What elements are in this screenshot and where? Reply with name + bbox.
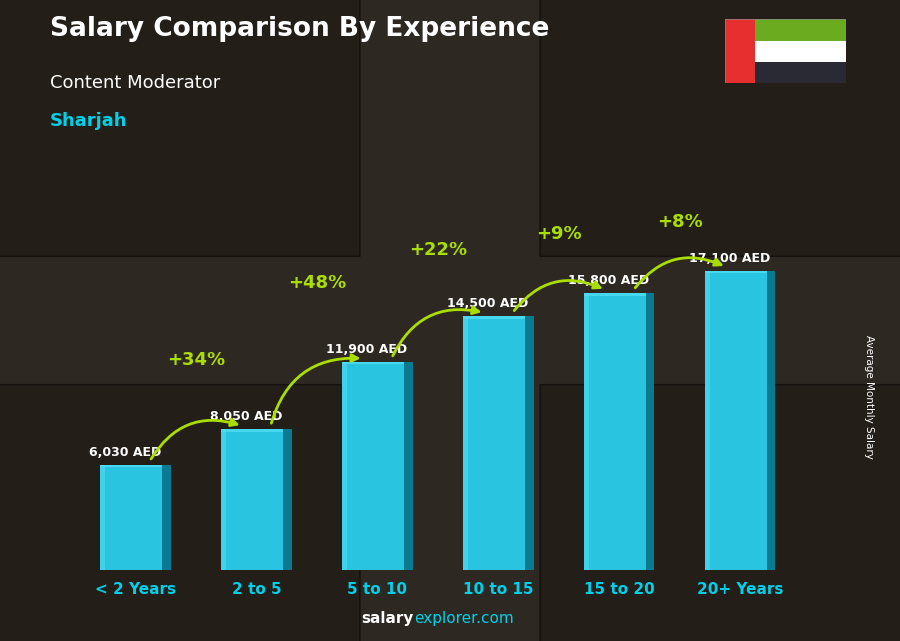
Bar	[584, 294, 646, 570]
Text: +34%: +34%	[167, 351, 225, 369]
Text: +9%: +9%	[536, 225, 581, 244]
Bar	[584, 294, 646, 296]
Text: 15,800 AED: 15,800 AED	[568, 274, 650, 287]
FancyBboxPatch shape	[540, 385, 900, 641]
Bar	[342, 362, 404, 364]
Text: 6,030 AED: 6,030 AED	[89, 445, 161, 459]
Bar	[404, 362, 412, 570]
FancyBboxPatch shape	[540, 0, 900, 256]
Text: 14,500 AED: 14,500 AED	[447, 297, 528, 310]
FancyBboxPatch shape	[0, 385, 360, 641]
Text: explorer.com: explorer.com	[414, 611, 514, 626]
FancyBboxPatch shape	[0, 0, 360, 256]
Text: +8%: +8%	[657, 213, 703, 231]
Bar	[464, 316, 468, 570]
Bar	[221, 429, 226, 570]
Bar	[101, 465, 162, 570]
Text: 11,900 AED: 11,900 AED	[327, 343, 408, 356]
Bar	[755, 40, 846, 62]
Text: +22%: +22%	[409, 242, 467, 260]
Text: +48%: +48%	[288, 274, 346, 292]
Text: Salary Comparison By Experience: Salary Comparison By Experience	[50, 16, 549, 42]
Bar	[767, 271, 776, 570]
Bar	[724, 19, 755, 83]
Bar	[755, 19, 846, 41]
Bar	[342, 362, 404, 570]
Text: Content Moderator: Content Moderator	[50, 74, 220, 92]
Bar	[464, 316, 525, 319]
Text: 17,100 AED: 17,100 AED	[689, 251, 770, 265]
Bar	[221, 429, 284, 432]
Bar	[706, 271, 767, 273]
Bar	[342, 362, 346, 570]
Bar	[101, 465, 104, 570]
Bar	[584, 294, 589, 570]
Bar	[706, 271, 709, 570]
Bar	[284, 429, 292, 570]
Bar	[706, 271, 767, 570]
Text: Sharjah: Sharjah	[50, 112, 127, 130]
Bar	[525, 316, 534, 570]
Text: Average Monthly Salary: Average Monthly Salary	[863, 335, 874, 460]
Bar	[646, 294, 654, 570]
Text: 8,050 AED: 8,050 AED	[210, 410, 283, 423]
Bar	[755, 62, 846, 83]
Bar	[101, 465, 162, 467]
Bar	[464, 316, 525, 570]
Bar	[162, 465, 171, 570]
Text: salary: salary	[362, 611, 414, 626]
Bar	[221, 429, 284, 570]
